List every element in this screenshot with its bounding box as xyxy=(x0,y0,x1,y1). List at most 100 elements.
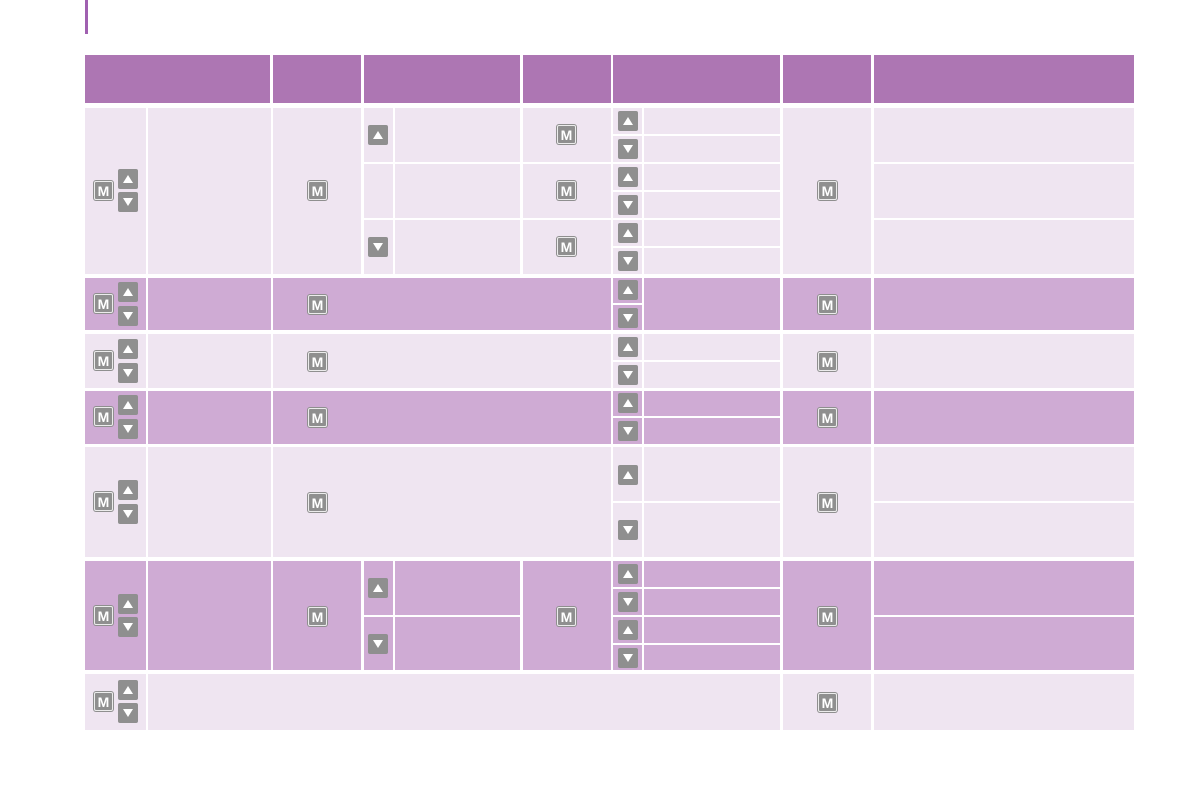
down-arrow-icon xyxy=(618,139,638,159)
row3-menu-cell xyxy=(273,334,611,388)
up-arrow-icon xyxy=(118,339,138,359)
header-cell-2 xyxy=(273,55,361,103)
row3-opt-down xyxy=(644,362,780,388)
header-cell-5 xyxy=(613,55,780,103)
down-arrow-icon xyxy=(118,504,138,524)
down-arrow-icon xyxy=(618,195,638,215)
row6-opt-3 xyxy=(644,617,780,643)
down-arrow-icon xyxy=(118,419,138,439)
down-arrow-icon xyxy=(118,306,138,326)
header-cell-4 xyxy=(523,55,611,103)
row1-result-b xyxy=(874,164,1134,218)
row1-sub-key-b xyxy=(364,164,393,218)
down-arrow-icon xyxy=(618,421,638,441)
down-arrow-icon xyxy=(118,363,138,383)
row1-opt-2 xyxy=(644,136,780,162)
row6-result-b xyxy=(874,617,1134,670)
row3-opt-up xyxy=(644,334,780,360)
up-arrow-icon xyxy=(618,280,638,300)
down-arrow-icon xyxy=(618,520,638,540)
row1-label-cell xyxy=(148,108,271,274)
menu-key-icon: M xyxy=(308,181,327,200)
row2-result-cell xyxy=(874,278,1134,330)
up-arrow-icon xyxy=(368,578,388,598)
row1-sub-label-c xyxy=(395,220,520,274)
menu-key-icon: M xyxy=(94,692,113,711)
header-cell-7 xyxy=(874,55,1134,103)
menu-key-icon: M xyxy=(94,407,113,426)
menu-key-icon: M xyxy=(94,294,113,313)
menu-key-icon: M xyxy=(818,408,837,427)
menu-key-icon: M xyxy=(557,237,576,256)
menu-key-icon: M xyxy=(308,352,327,371)
row7-result-cell xyxy=(874,674,1134,730)
header-cell-3 xyxy=(364,55,520,103)
row5-result-down xyxy=(874,503,1134,557)
menu-key-icon: M xyxy=(308,295,327,314)
row6-opt-2 xyxy=(644,589,780,615)
menu-key-icon: M xyxy=(94,606,113,625)
menu-key-icon: M xyxy=(818,693,837,712)
up-arrow-icon xyxy=(618,111,638,131)
menu-key-icon: M xyxy=(818,181,837,200)
row6-opt-4 xyxy=(644,645,780,670)
up-arrow-icon xyxy=(118,594,138,614)
menu-key-icon: M xyxy=(308,607,327,626)
down-arrow-icon xyxy=(118,192,138,212)
row1-result-c xyxy=(874,220,1134,274)
menu-key-icon: M xyxy=(94,492,113,511)
up-arrow-icon xyxy=(118,395,138,415)
menu-key-icon: M xyxy=(818,352,837,371)
row2-opt-cell xyxy=(644,278,780,330)
down-arrow-icon xyxy=(618,592,638,612)
down-arrow-icon xyxy=(368,237,388,257)
row1-opt-6 xyxy=(644,248,780,274)
row5-menu-cell xyxy=(273,447,611,557)
row4-menu-cell xyxy=(273,391,611,444)
header-cell-1 xyxy=(85,55,270,103)
header-cell-6 xyxy=(783,55,871,103)
row1-opt-4 xyxy=(644,192,780,218)
up-arrow-icon xyxy=(618,465,638,485)
page-edge-marker xyxy=(85,0,88,34)
menu-key-icon: M xyxy=(557,181,576,200)
menu-key-icon: M xyxy=(94,351,113,370)
row6-result-a xyxy=(874,561,1134,615)
up-arrow-icon xyxy=(618,167,638,187)
up-arrow-icon xyxy=(118,169,138,189)
up-arrow-icon xyxy=(618,337,638,357)
row2-label-cell xyxy=(148,278,271,330)
up-arrow-icon xyxy=(368,125,388,145)
row2-menu-cell xyxy=(273,278,611,330)
menu-key-icon: M xyxy=(557,607,576,626)
menu-key-icon: M xyxy=(557,125,576,144)
row1-opt-5 xyxy=(644,220,780,246)
down-arrow-icon xyxy=(368,634,388,654)
up-arrow-icon xyxy=(618,393,638,413)
row1-sub-label-b xyxy=(395,164,520,218)
row1-opt-1 xyxy=(644,108,780,134)
down-arrow-icon xyxy=(618,365,638,385)
up-arrow-icon xyxy=(118,480,138,500)
row6-label-cell xyxy=(148,561,271,670)
up-arrow-icon xyxy=(118,282,138,302)
row1-sub-label-a xyxy=(395,108,520,162)
down-arrow-icon xyxy=(618,648,638,668)
row5-opt-down xyxy=(644,503,780,557)
row3-result-cell xyxy=(874,334,1134,388)
menu-key-icon: M xyxy=(818,493,837,512)
menu-key-icon: M xyxy=(94,181,113,200)
down-arrow-icon xyxy=(118,703,138,723)
menu-key-icon: M xyxy=(308,408,327,427)
row4-label-cell xyxy=(148,391,271,444)
row6-sub-label-b xyxy=(395,617,520,670)
menu-key-icon: M xyxy=(818,295,837,314)
menu-key-icon: M xyxy=(308,493,327,512)
up-arrow-icon xyxy=(618,223,638,243)
down-arrow-icon xyxy=(618,308,638,328)
row5-label-cell xyxy=(148,447,271,557)
row1-opt-3 xyxy=(644,164,780,190)
up-arrow-icon xyxy=(618,620,638,640)
down-arrow-icon xyxy=(118,617,138,637)
row6-opt-1 xyxy=(644,561,780,587)
